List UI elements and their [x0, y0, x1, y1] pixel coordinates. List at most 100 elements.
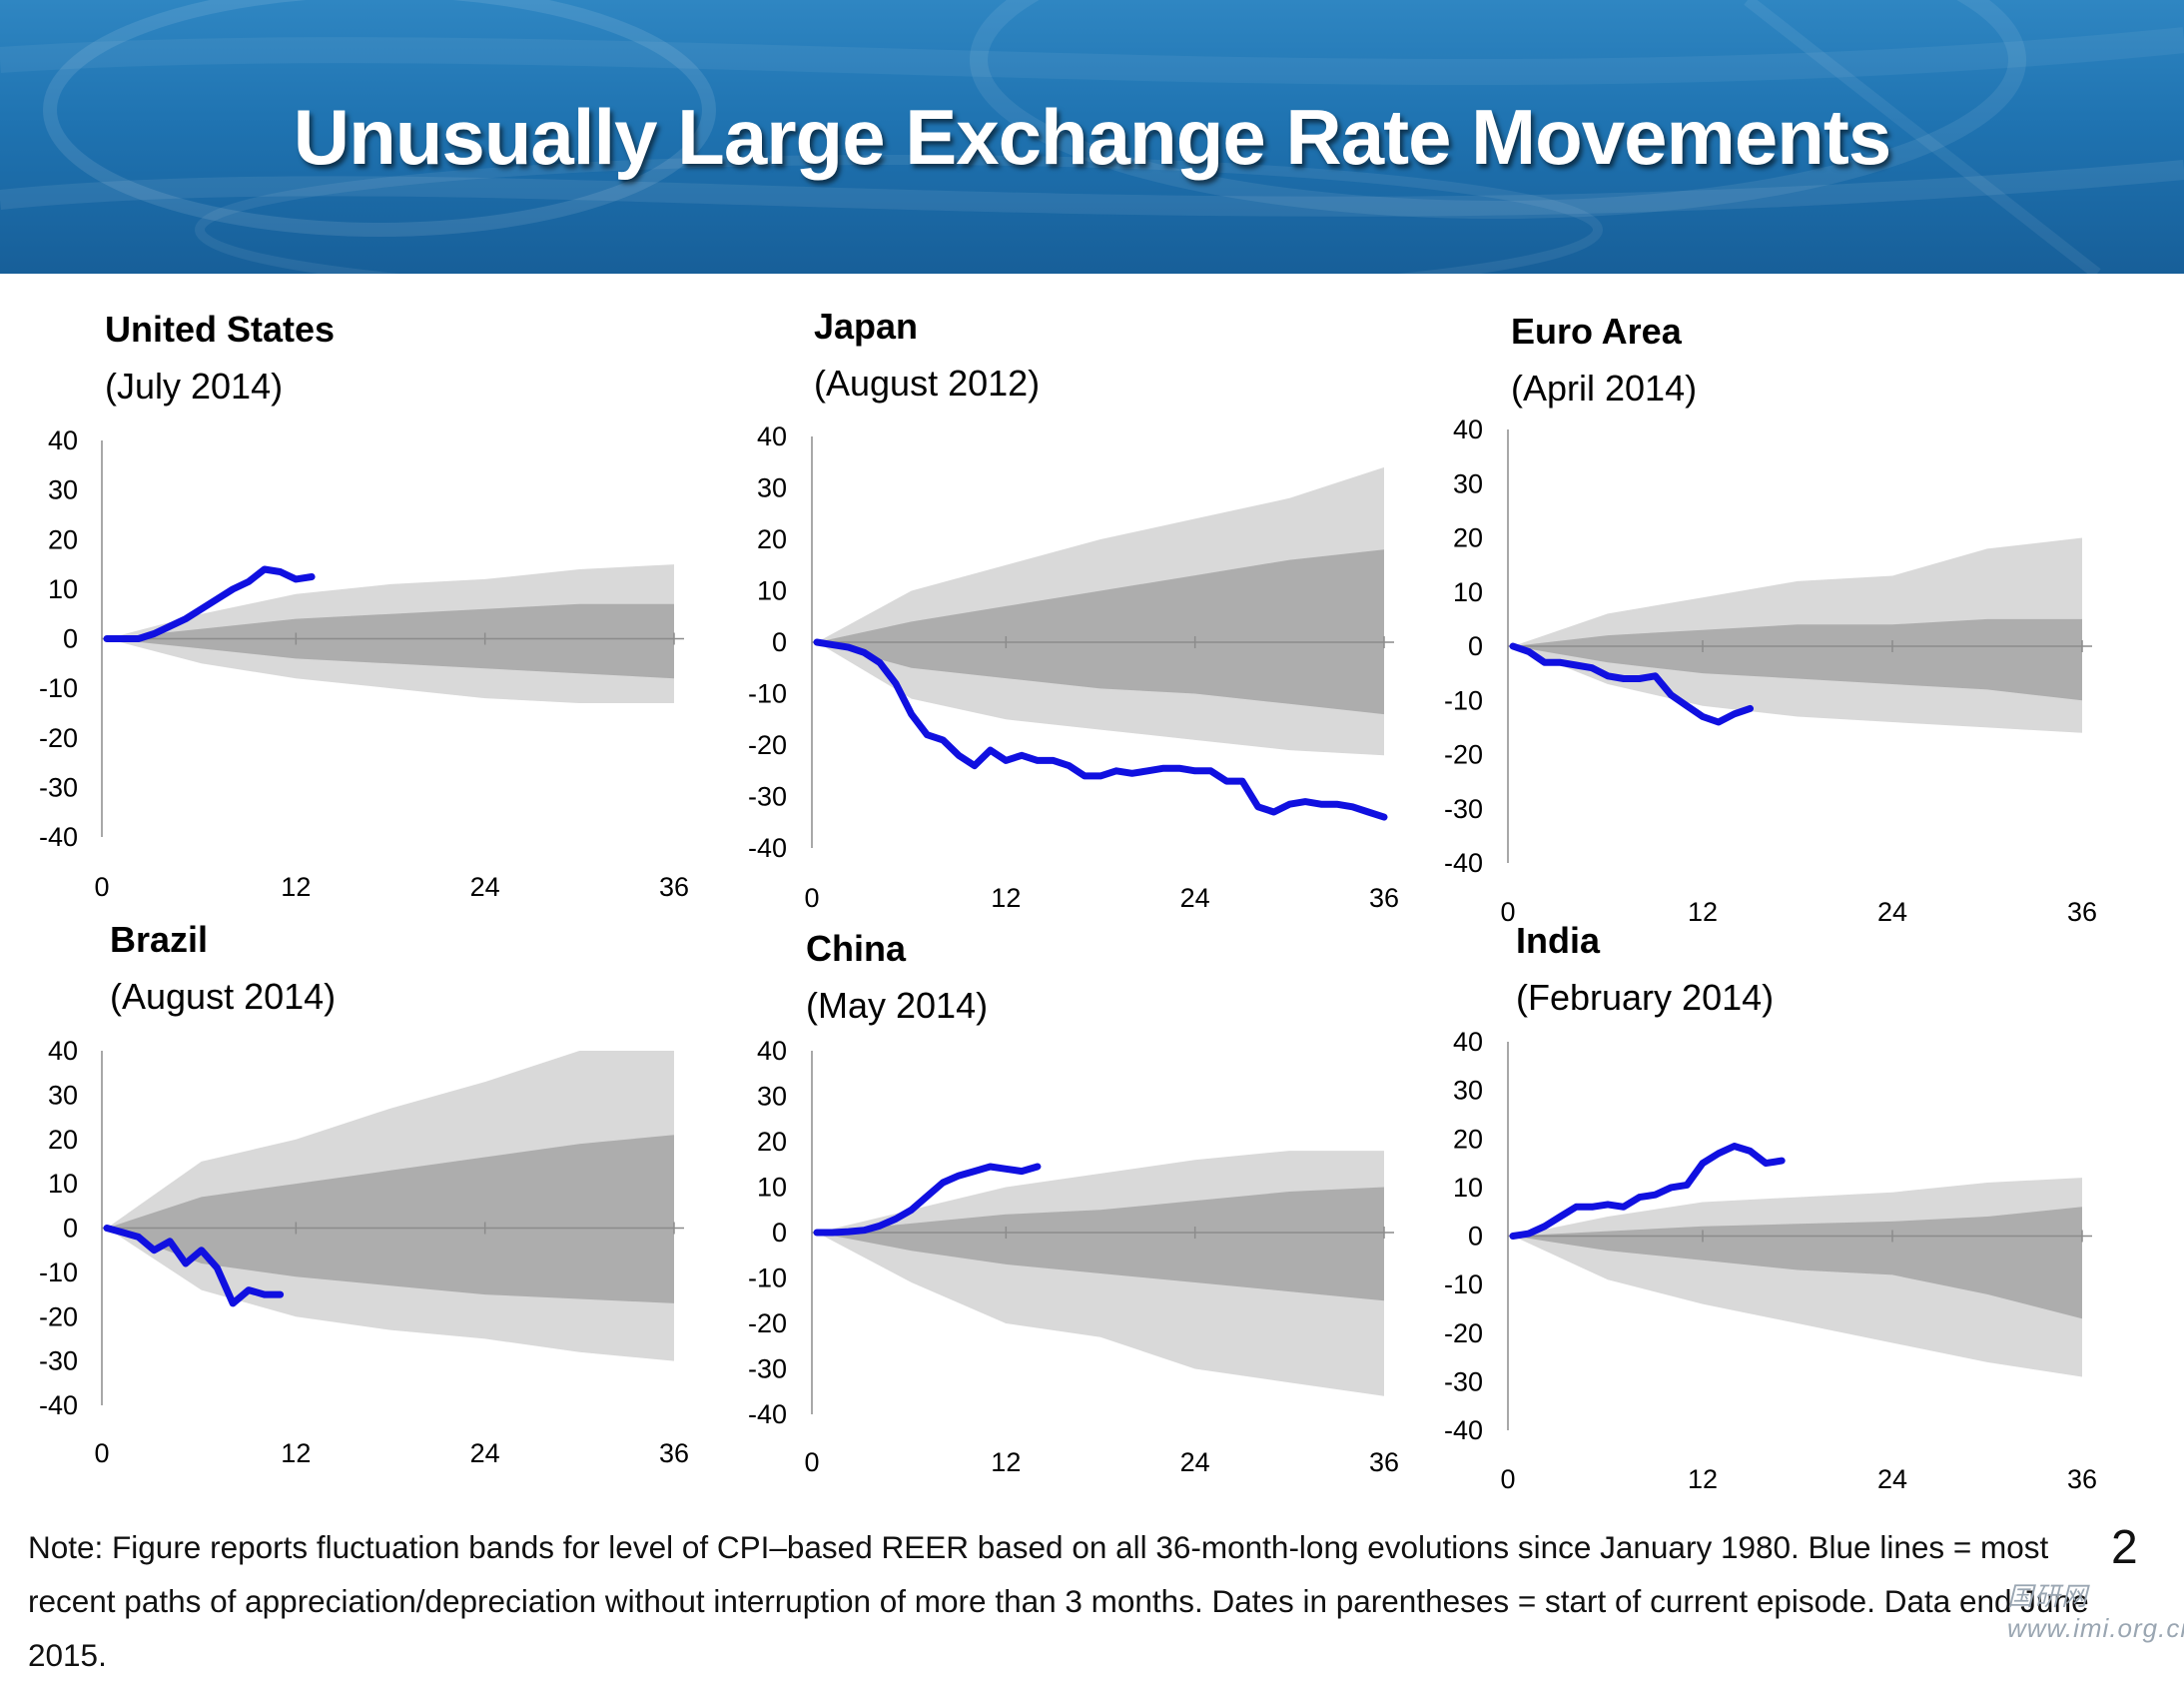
y-tick-label: 0	[772, 1218, 787, 1248]
y-tick-label: 10	[1453, 577, 1483, 607]
slide-title: Unusually Large Exchange Rate Movements	[293, 93, 1892, 181]
x-tick-label: 12	[1688, 1464, 1718, 1494]
y-tick-label: 40	[48, 1036, 78, 1066]
y-tick-label: 30	[48, 1080, 78, 1110]
y-tick-label: 10	[1453, 1173, 1483, 1203]
series-line	[103, 565, 316, 642]
x-tick-label: 36	[1369, 1447, 1399, 1477]
x-tick-label: 36	[659, 872, 689, 902]
title-banner: Unusually Large Exchange Rate Movements	[0, 0, 2184, 274]
y-tick-label: 10	[48, 574, 78, 604]
y-tick-label: -20	[748, 1308, 787, 1338]
x-tick-label: 24	[1877, 897, 1907, 927]
y-tick-label: -10	[748, 1263, 787, 1293]
banner-decoration	[0, 0, 2184, 274]
series-line	[1509, 1143, 1786, 1240]
chart-subtitle: (May 2014)	[806, 985, 988, 1026]
y-tick-label: 30	[1453, 468, 1483, 498]
y-tick-label: -10	[39, 673, 78, 703]
chart-title: India	[1516, 920, 1601, 961]
inner-band	[1513, 1207, 2082, 1319]
watermark: 国研网 www.imi.org.cn	[2007, 1581, 2184, 1643]
chart-subtitle: (August 2014)	[110, 976, 336, 1017]
y-tick-label: 20	[1453, 523, 1483, 553]
chart-title: Japan	[814, 306, 918, 347]
y-tick-label: -40	[39, 822, 78, 852]
chart-title: Brazil	[110, 919, 208, 960]
y-tick-label: -20	[39, 1301, 78, 1331]
y-tick-label: -10	[39, 1258, 78, 1287]
x-tick-label: 36	[659, 1438, 689, 1468]
x-tick-label: 36	[2067, 1464, 2097, 1494]
x-tick-label: 24	[1180, 883, 1210, 913]
inner-band	[107, 1135, 674, 1303]
chart-panel: 40 30 20 10 0 -10 -20 -30 -40 0 12 24 36 China (May 20…	[748, 928, 1399, 1477]
y-tick-label: 20	[48, 524, 78, 554]
y-tick-label: 0	[772, 627, 787, 657]
chart-panel: 40 30 20 10 0 -10 -20 -30 -40 0 12 24 36 Euro Area (Ap…	[1444, 311, 2097, 927]
x-tick-label: 0	[1500, 1464, 1515, 1494]
series-line	[103, 1225, 285, 1307]
y-tick-label: -30	[1444, 1366, 1483, 1396]
y-tick-label: 0	[1468, 631, 1483, 661]
x-tick-label: 24	[470, 872, 500, 902]
y-tick-label: 30	[757, 473, 787, 503]
y-tick-label: 20	[48, 1125, 78, 1155]
y-tick-label: 10	[757, 576, 787, 606]
chart-panel: 40 30 20 10 0 -10 -20 -30 -40 0 12 24 36 India (Februa…	[1444, 920, 2097, 1494]
y-tick-label: -10	[748, 679, 787, 709]
y-tick-label: -20	[39, 723, 78, 753]
y-tick-label: 40	[1453, 415, 1483, 444]
x-tick-label: 0	[804, 1447, 819, 1477]
y-tick-label: 40	[48, 425, 78, 455]
y-tick-label: -30	[748, 782, 787, 812]
chart-subtitle: (April 2014)	[1511, 368, 1697, 409]
x-tick-label: 12	[281, 1438, 311, 1468]
y-tick-label: 40	[757, 1036, 787, 1066]
x-tick-label: 12	[1688, 897, 1718, 927]
chart-title: China	[806, 928, 907, 969]
y-tick-label: -40	[748, 1399, 787, 1429]
y-tick-label: 20	[757, 524, 787, 554]
y-tick-label: -20	[1444, 740, 1483, 770]
inner-band	[107, 603, 674, 679]
y-tick-label: -20	[1444, 1318, 1483, 1348]
y-tick-label: -30	[748, 1354, 787, 1384]
y-tick-label: -40	[1444, 848, 1483, 878]
x-tick-label: 0	[804, 883, 819, 913]
series-line	[1509, 642, 1754, 726]
y-tick-label: -20	[748, 730, 787, 760]
charts-area: 40 30 20 10 0 -10 -20 -30 -40 0 12 24 36 United State…	[39, 306, 2097, 1494]
y-tick-label: 10	[757, 1173, 787, 1203]
x-tick-label: 0	[1500, 897, 1515, 927]
x-tick-label: 12	[281, 872, 311, 902]
series-line	[813, 1163, 1042, 1237]
y-tick-label: 0	[63, 1214, 78, 1244]
chart-panel: 40 30 20 10 0 -10 -20 -30 -40 0 12 24 36 Japan (August…	[748, 306, 1399, 913]
y-tick-label: 20	[1453, 1124, 1483, 1154]
y-tick-label: 30	[1453, 1076, 1483, 1106]
chart-panel: 40 30 20 10 0 -10 -20 -30 -40 0 12 24 36 United State…	[39, 309, 689, 902]
y-tick-label: -30	[39, 772, 78, 802]
y-tick-label: -40	[1444, 1415, 1483, 1445]
chart-subtitle: (August 2012)	[814, 363, 1040, 404]
chart-subtitle: (July 2014)	[105, 366, 283, 407]
x-tick-label: 24	[470, 1438, 500, 1468]
chart-title: United States	[105, 309, 335, 350]
y-tick-label: 0	[63, 624, 78, 654]
x-tick-label: 0	[94, 1438, 109, 1468]
y-tick-label: -10	[1444, 685, 1483, 715]
y-tick-label: 30	[48, 475, 78, 505]
y-tick-label: 20	[757, 1127, 787, 1157]
x-tick-label: 36	[1369, 883, 1399, 913]
y-tick-label: -40	[39, 1390, 78, 1420]
x-tick-label: 0	[94, 872, 109, 902]
y-tick-label: -10	[1444, 1269, 1483, 1299]
x-tick-label: 24	[1180, 1447, 1210, 1477]
x-tick-label: 12	[991, 1447, 1021, 1477]
y-tick-label: 40	[757, 421, 787, 451]
chart-subtitle: (February 2014)	[1516, 977, 1774, 1018]
inner-band	[817, 1187, 1384, 1301]
y-tick-label: -30	[1444, 794, 1483, 824]
y-tick-label: -30	[39, 1346, 78, 1376]
